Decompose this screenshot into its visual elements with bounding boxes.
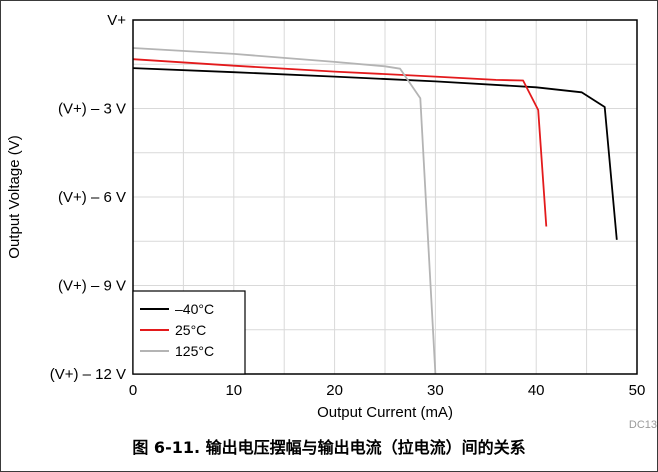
x-tick-label: 10 — [225, 382, 242, 399]
series-lines — [132, 47, 618, 375]
y-tick-label: (V+) – 9 V — [58, 278, 126, 295]
y-tick-label: (V+) – 6 V — [58, 189, 126, 206]
figure-code: DC13 — [629, 419, 657, 431]
y-tick-label: (V+) – 3 V — [58, 101, 126, 118]
series-line-2 — [132, 47, 437, 375]
legend-label-0: –40°C — [175, 301, 214, 317]
x-tick-label: 0 — [129, 382, 137, 399]
y-tick-label: (V+) – 12 V — [50, 366, 126, 383]
legend-label-1: 25°C — [175, 322, 206, 338]
x-axis-label: Output Current (mA) — [317, 404, 453, 421]
y-tick-labels: V+ (V+) – 3 V (V+) – 6 V (V+) – 9 V (V+) – 1… — [50, 12, 127, 383]
x-tick-label: 40 — [528, 382, 545, 399]
legend: –40°C 25°C 125°C — [132, 290, 246, 375]
x-tick-label: 20 — [326, 382, 343, 399]
x-tick-labels: 0 10 20 30 40 50 — [129, 382, 646, 399]
legend-label-2: 125°C — [175, 343, 214, 359]
legend-box — [132, 290, 246, 375]
line-chart: 0 10 20 30 40 50 V+ (V+) – 3 V (V+) – 6 V (V+) –… — [6, 12, 657, 431]
series-line-0 — [132, 67, 618, 240]
x-tick-label: 30 — [427, 382, 444, 399]
x-tick-label: 50 — [629, 382, 646, 399]
figure-caption: 图 6-11. 输出电压摆幅与输出电流（拉电流）间的关系 — [132, 438, 526, 457]
plot-area-border — [132, 19, 638, 375]
series-line-1 — [132, 58, 548, 227]
y-axis-label: Output Voltage (V) — [6, 135, 23, 258]
y-tick-label: V+ — [107, 12, 126, 29]
